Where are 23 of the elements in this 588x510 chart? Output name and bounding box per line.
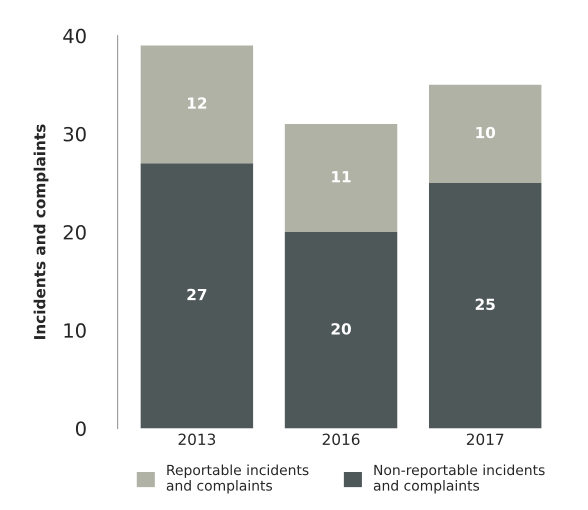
legend-label: Non-reportable incidents and complaints xyxy=(374,464,545,494)
data-label: 25 xyxy=(476,298,495,310)
y-tick-label: 10 xyxy=(64,323,86,338)
y-tick-label: 0 xyxy=(76,421,86,436)
bar xyxy=(284,124,398,232)
y-axis-title: Incidents and complaints xyxy=(34,124,48,339)
bar xyxy=(140,46,254,164)
bar xyxy=(140,163,254,428)
legend-label: Reportable incidents and complaints xyxy=(166,464,308,494)
data-label: 27 xyxy=(187,288,206,300)
data-label: 20 xyxy=(332,323,351,335)
data-label: 12 xyxy=(188,97,206,109)
bar xyxy=(428,84,542,183)
x-tick-label: 2017 xyxy=(466,434,504,446)
y-tick-label: 40 xyxy=(63,28,86,44)
data-label: 11 xyxy=(332,171,351,182)
x-tick-label: 2016 xyxy=(322,434,360,446)
y-tick-label: 30 xyxy=(64,126,86,142)
data-label: 10 xyxy=(476,126,496,138)
y-tick-label: 20 xyxy=(64,225,86,240)
x-tick-label: 2013 xyxy=(178,434,216,446)
bar xyxy=(284,232,398,428)
bar xyxy=(428,182,542,428)
